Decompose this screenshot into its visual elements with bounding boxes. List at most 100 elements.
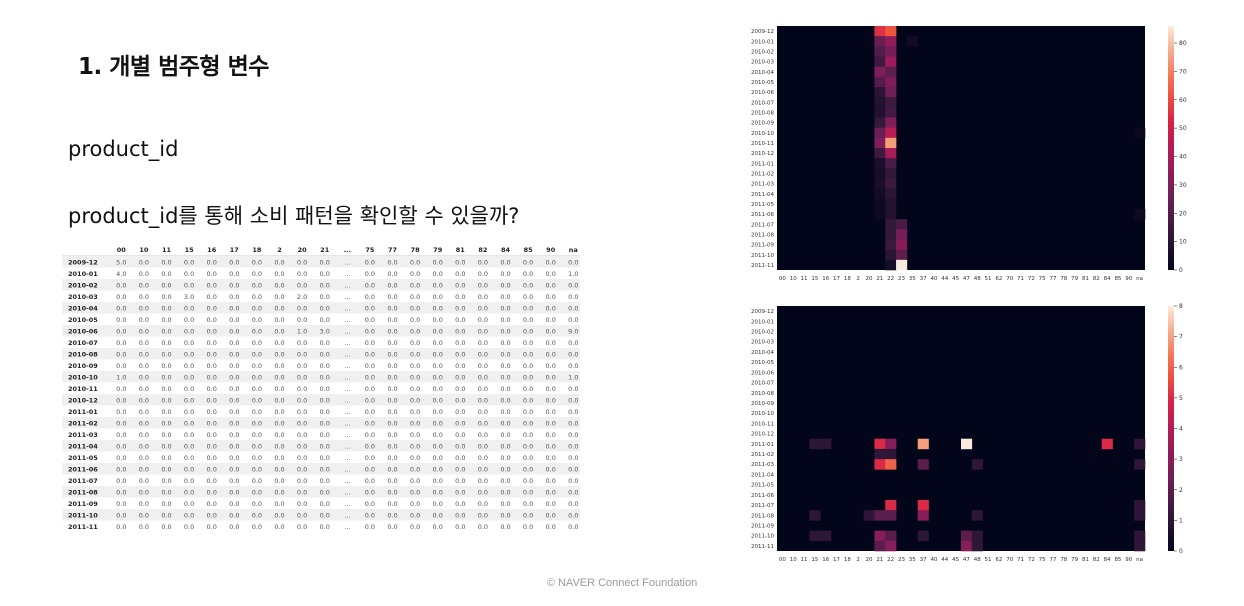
table-cell: 0.0	[433, 327, 443, 335]
table-cell: 0.0	[274, 293, 284, 301]
table-cell: 0.0	[410, 316, 420, 324]
table-cell: 0.0	[252, 465, 262, 473]
table-cell: 0.0	[500, 431, 510, 439]
heatmap-cell	[917, 438, 929, 450]
heatmap-cell	[885, 56, 897, 67]
table-cell: 0.0	[365, 270, 375, 278]
table-cell: 0.0	[365, 431, 375, 439]
table-cell: 0.0	[546, 385, 556, 393]
heatmap-col-label: 47	[963, 276, 970, 282]
table-cell: 0.0	[546, 396, 556, 404]
table-cell: 0.0	[274, 523, 284, 531]
heatmap-col-label: 10	[790, 557, 797, 563]
heatmap-row-label: 2011-02	[751, 171, 774, 177]
heatmap-cell	[1134, 209, 1146, 220]
table-cell: ...	[344, 362, 350, 370]
heatmap-col-label: 82	[1093, 276, 1100, 282]
table-cell: 0.0	[116, 442, 126, 450]
heatmap-row-label: 2010-02	[751, 49, 774, 55]
table-cell: 2.0	[297, 293, 307, 301]
heatmap-row-label: 2010-05	[751, 80, 774, 86]
table-cell: 0.0	[500, 304, 510, 312]
heatmap-col-label: 62	[995, 557, 1002, 563]
table-cell: 0.0	[365, 419, 375, 427]
table-cell: 0.0	[365, 385, 375, 393]
table-cell: 0.0	[500, 454, 510, 462]
table-cell: 0.0	[365, 465, 375, 473]
table-cell: 0.0	[387, 465, 397, 473]
table-cell: 0.0	[161, 408, 171, 416]
table-cell: 0.0	[139, 408, 149, 416]
table-column-header: 10	[139, 246, 149, 254]
table-cell: 0.0	[252, 488, 262, 496]
table-cell: 0.0	[410, 442, 420, 450]
table-cell: 0.0	[365, 488, 375, 496]
heatmap-col-label: 75	[1039, 557, 1046, 563]
table-cell: 0.0	[184, 465, 194, 473]
table-cell: 0.0	[320, 488, 330, 496]
table-cell: 0.0	[455, 396, 465, 404]
table-cell: ...	[344, 327, 350, 335]
table-cell: 0.0	[184, 431, 194, 439]
table-cell: 0.0	[500, 327, 510, 335]
table-cell: 0.0	[297, 523, 307, 531]
table-cell: 0.0	[568, 258, 578, 266]
table-row-label: 2011-02	[68, 419, 98, 427]
table-cell: 0.0	[161, 465, 171, 473]
table-column-header: 81	[456, 246, 466, 254]
table-cell: 0.0	[546, 419, 556, 427]
table-cell: 0.0	[455, 304, 465, 312]
table-cell: 0.0	[229, 327, 239, 335]
table-row: 2009-12 5.0 0.0 0.0 0.0 0.0 0.0 0.0 0.0 0.0 0.0...…	[62, 256, 580, 268]
table-row-label: 2011-07	[68, 477, 98, 485]
heatmap-row-label: 2011-07	[751, 503, 774, 509]
heatmap-background	[777, 26, 1145, 270]
table-cell: ...	[344, 373, 350, 381]
table-cell: 0.0	[161, 350, 171, 358]
table-cell: 0.0	[387, 350, 397, 358]
table-cell: 0.0	[455, 500, 465, 508]
table-cell: 0.0	[410, 293, 420, 301]
colorbar-tick-label: 30	[1179, 182, 1187, 189]
table-row-label: 2009-12	[68, 258, 98, 266]
heatmap-cell	[896, 229, 908, 240]
table-cell: 1.0	[116, 373, 126, 381]
table-cell: 0.0	[320, 442, 330, 450]
table-cell: 0.0	[523, 431, 533, 439]
table-cell: 0.0	[207, 304, 217, 312]
table-cell: 0.0	[161, 373, 171, 381]
heatmap-row-label: 2010-07	[751, 381, 774, 387]
table-cell: 0.0	[478, 431, 488, 439]
heatmap-cell	[885, 87, 897, 98]
section-heading: product_id	[68, 137, 179, 161]
table-cell: 0.0	[568, 511, 578, 519]
heatmap-row-label: 2010-12	[751, 151, 774, 157]
table-row-label: 2010-07	[68, 339, 98, 347]
table-cell: 0.0	[252, 500, 262, 508]
table-cell: 0.0	[387, 431, 397, 439]
table-cell: 0.0	[207, 281, 217, 289]
table-cell: 0.0	[229, 419, 239, 427]
heatmap-cell	[971, 540, 983, 552]
colorbar-tick-label: 0	[1179, 267, 1183, 274]
table-row: 2011-03 0.0 0.0 0.0 0.0 0.0 0.0 0.0 0.0 0.0 0.0...…	[68, 431, 578, 439]
table-cell: 0.0	[116, 385, 126, 393]
table-row: 2011-04 0.0 0.0 0.0 0.0 0.0 0.0 0.0 0.0 0.0 0.0...…	[62, 440, 580, 452]
table-cell: 0.0	[410, 511, 420, 519]
heatmap-col-label: 84	[1104, 276, 1111, 282]
table-cell: 0.0	[184, 500, 194, 508]
table-cell: 0.0	[478, 477, 488, 485]
table-cell: 0.0	[297, 270, 307, 278]
table-cell: 0.0	[184, 327, 194, 335]
table-cell: 0.0	[274, 304, 284, 312]
heatmap-col-label: 90	[1125, 276, 1132, 282]
table-cell: 0.0	[252, 523, 262, 531]
table-cell: 0.0	[320, 304, 330, 312]
table-cell: 0.0	[139, 488, 149, 496]
heatmap-row-label: 2011-08	[751, 513, 774, 519]
table-cell: 0.0	[207, 442, 217, 450]
table-cell: 0.0	[478, 396, 488, 404]
table-cell: ...	[344, 316, 350, 324]
table-cell: 0.0	[478, 442, 488, 450]
table-cell: 0.0	[252, 350, 262, 358]
